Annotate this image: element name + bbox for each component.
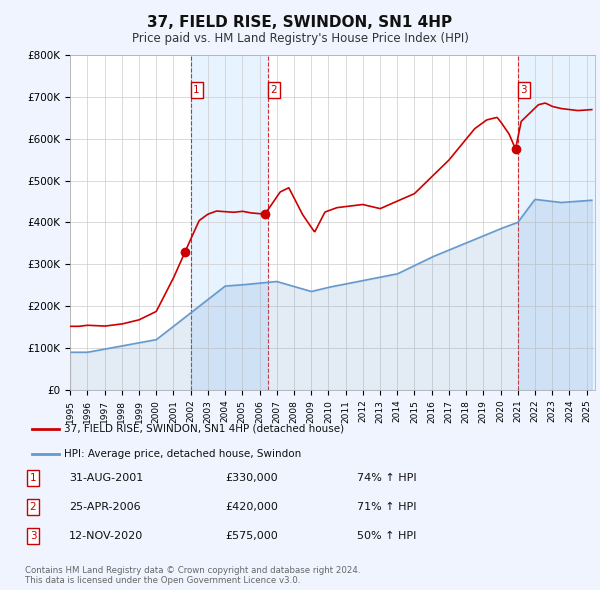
Text: 3: 3 — [29, 531, 37, 541]
Text: 37, FIELD RISE, SWINDON, SN1 4HP (detached house): 37, FIELD RISE, SWINDON, SN1 4HP (detach… — [64, 424, 344, 434]
Text: 50% ↑ HPI: 50% ↑ HPI — [357, 531, 416, 541]
Text: 25-APR-2006: 25-APR-2006 — [69, 502, 140, 512]
Text: £420,000: £420,000 — [225, 502, 278, 512]
Text: 71% ↑ HPI: 71% ↑ HPI — [357, 502, 416, 512]
Text: 1: 1 — [193, 85, 200, 95]
Text: 1: 1 — [29, 473, 37, 483]
Text: 2: 2 — [29, 502, 37, 512]
Text: 2: 2 — [271, 85, 277, 95]
Text: 3: 3 — [520, 85, 527, 95]
Text: 74% ↑ HPI: 74% ↑ HPI — [357, 473, 416, 483]
Text: £330,000: £330,000 — [225, 473, 278, 483]
Text: 31-AUG-2001: 31-AUG-2001 — [69, 473, 143, 483]
Text: 37, FIELD RISE, SWINDON, SN1 4HP: 37, FIELD RISE, SWINDON, SN1 4HP — [148, 15, 452, 30]
Bar — [191, 55, 268, 390]
Text: 12-NOV-2020: 12-NOV-2020 — [69, 531, 143, 541]
Bar — [518, 55, 595, 390]
Text: HPI: Average price, detached house, Swindon: HPI: Average price, detached house, Swin… — [64, 449, 302, 459]
Text: Contains HM Land Registry data © Crown copyright and database right 2024.
This d: Contains HM Land Registry data © Crown c… — [25, 566, 361, 585]
Text: Price paid vs. HM Land Registry's House Price Index (HPI): Price paid vs. HM Land Registry's House … — [131, 32, 469, 45]
Text: £575,000: £575,000 — [225, 531, 278, 541]
